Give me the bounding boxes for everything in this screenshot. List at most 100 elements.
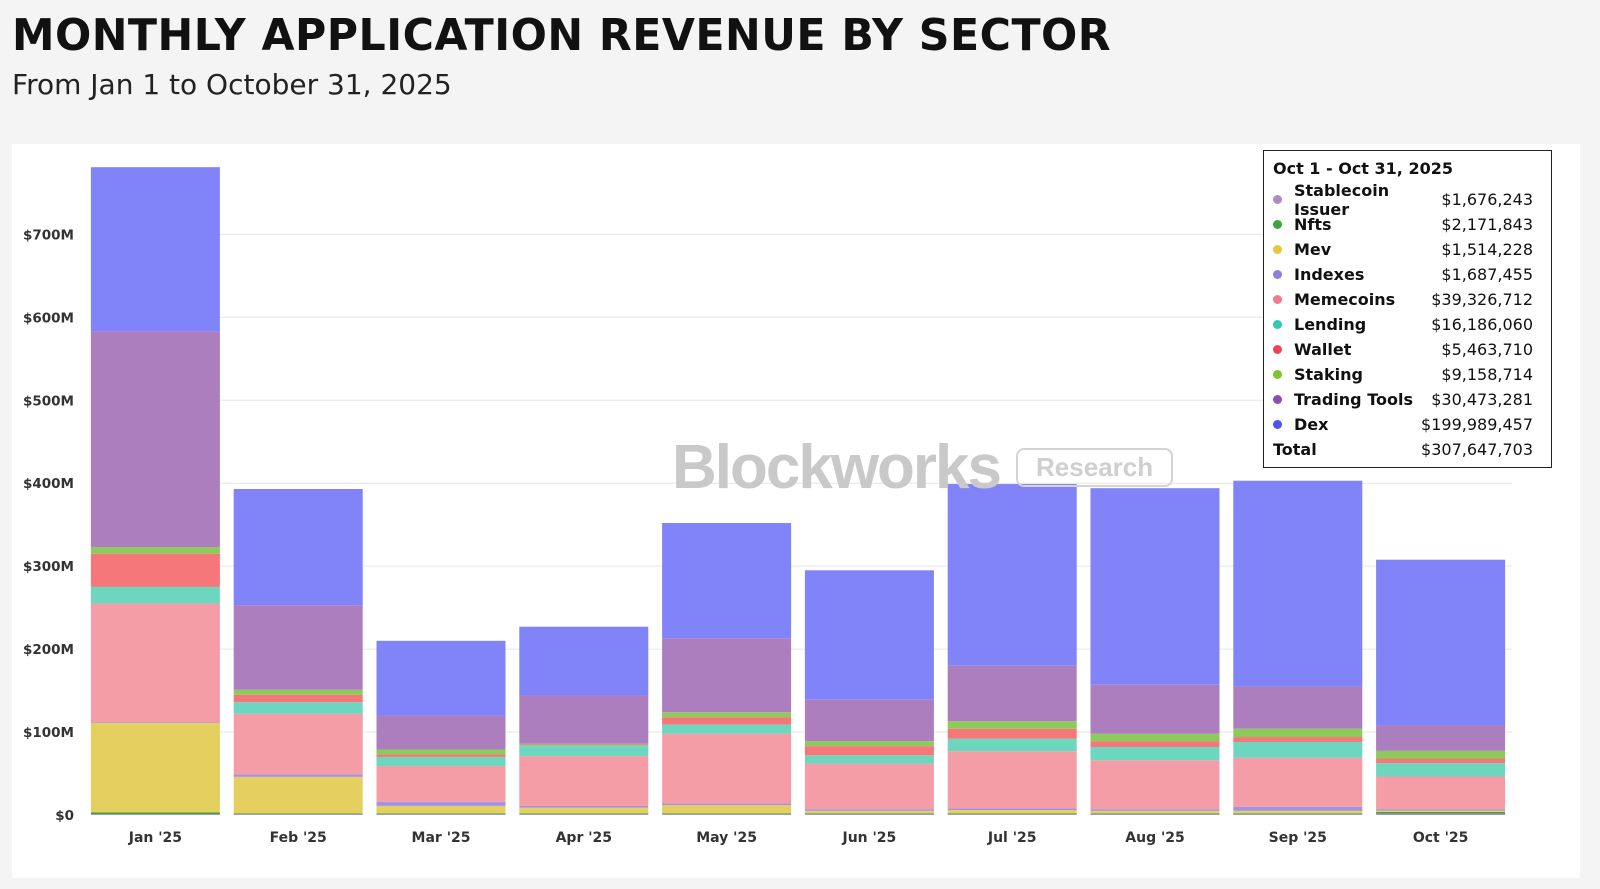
bar-segment (1090, 733, 1220, 742)
bar-segment (519, 814, 649, 815)
legend-item-name: Dex (1294, 415, 1329, 434)
y-tick-label: $400M (23, 476, 74, 492)
legend-total-row: Total $307,647,703 (1273, 437, 1533, 462)
bar-segment (1376, 559, 1506, 726)
bar-segment (376, 715, 506, 750)
y-tick-label: $700M (23, 227, 74, 243)
legend-item-value: $39,326,712 (1431, 290, 1533, 309)
legend-dot-icon (1273, 320, 1282, 329)
bar-segment (947, 814, 1077, 815)
bar-segment (1090, 741, 1220, 747)
legend-item: Memecoins $39,326,712 (1273, 287, 1533, 312)
bar-segment (1376, 725, 1506, 751)
legend-item: Lending $16,186,060 (1273, 312, 1533, 337)
bar-segment (233, 814, 363, 815)
bar-segment (376, 766, 506, 802)
legend-item-name: Staking (1294, 365, 1363, 384)
bar-segment (662, 814, 792, 815)
bar-segment (519, 744, 649, 746)
bar-segment (90, 812, 220, 815)
y-tick-label: $200M (23, 642, 74, 658)
bar-segment (90, 603, 220, 723)
bar-segment (90, 553, 220, 587)
bar-segment (1376, 758, 1506, 764)
x-tick-label: Jun '25 (842, 830, 897, 846)
bar-segment (233, 489, 363, 606)
bar-segment (233, 813, 363, 815)
bar-segment (1090, 684, 1220, 734)
bar-segment (947, 810, 1077, 814)
bar-segment (1090, 809, 1220, 811)
legend-dot-icon (1273, 370, 1282, 379)
bar-segment (376, 805, 506, 814)
bar-segment (1376, 763, 1506, 777)
x-tick-label: Jan '25 (128, 830, 182, 846)
bar-segment (947, 813, 1077, 815)
bar-segment (90, 814, 220, 815)
bar-segment (1233, 757, 1363, 807)
chart-title: MONTHLY APPLICATION REVENUE BY SECTOR (12, 10, 1112, 61)
bar-segment (1376, 750, 1506, 759)
legend-item-name: Memecoins (1294, 290, 1396, 309)
y-tick-label: $600M (23, 310, 74, 326)
bar-segment (233, 774, 363, 777)
legend-item: Nfts $2,171,843 (1273, 212, 1533, 237)
bar-segment (376, 801, 506, 806)
bar-segment (1090, 746, 1220, 761)
legend-item-name: Trading Tools (1294, 390, 1413, 409)
y-tick-label: $500M (23, 393, 74, 409)
bar-segment (90, 586, 220, 604)
stacked-bar-chart: $0 $100M $200M $300M $400M $500M $600M $700M Jan… (23, 167, 1512, 846)
legend-item: Stablecoin Issuer $1,676,243 (1273, 181, 1533, 219)
legend-total-label: Total (1273, 440, 1317, 459)
bar-segment (519, 807, 649, 814)
bar-segment (947, 808, 1077, 811)
bar-segment (90, 331, 220, 548)
bar-segment (1233, 813, 1363, 815)
legend-item: Indexes $1,687,455 (1273, 262, 1533, 287)
legend-item-value: $30,473,281 (1431, 390, 1533, 409)
bar-segment (233, 702, 363, 714)
bar-segment (662, 803, 792, 806)
bar-segment (1233, 814, 1363, 815)
bar-segment (90, 547, 220, 554)
legend-dot-icon (1273, 220, 1282, 229)
bar-segment (1376, 776, 1506, 810)
y-tick-label: $0 (55, 808, 74, 824)
bar-segment (662, 717, 792, 725)
bar-segment (1233, 686, 1363, 729)
bar-segment (804, 810, 934, 814)
bar-segment (233, 694, 363, 703)
bar-segment (519, 695, 649, 744)
bar-segment (947, 738, 1077, 752)
bar-segment (519, 756, 649, 806)
bar-segment (233, 605, 363, 690)
bar-segment (804, 746, 934, 756)
bar-segment (662, 813, 792, 815)
bar-segment (1090, 814, 1220, 815)
legend-item-name: Lending (1294, 315, 1367, 334)
bar-segment (947, 751, 1077, 809)
legend-item-value: $199,989,457 (1421, 415, 1533, 434)
bar-segment (233, 776, 363, 814)
bar-segment (1090, 760, 1220, 810)
bar-segment (804, 814, 934, 815)
legend-item-value: $16,186,060 (1431, 315, 1533, 334)
bar-segment (804, 813, 934, 815)
bar-segment (1233, 480, 1363, 687)
legend-item-name: Mev (1294, 240, 1332, 259)
legend-tooltip: Oct 1 - Oct 31, 2025 Stablecoin Issuer $1… (1263, 150, 1552, 468)
legend-item-name: Indexes (1294, 265, 1365, 284)
y-tick-label: $300M (23, 559, 74, 575)
bar-segment (376, 640, 506, 716)
legend-item: Mev $1,514,228 (1273, 237, 1533, 262)
bar-segment (519, 743, 649, 745)
bar-segment (1376, 811, 1506, 814)
x-tick-label: Feb '25 (270, 830, 327, 846)
bar-segment (1090, 488, 1220, 685)
legend-total-value: $307,647,703 (1421, 440, 1533, 459)
bar-segment (947, 728, 1077, 739)
bar-segment (662, 712, 792, 718)
bar-segment (90, 167, 220, 332)
bar-segment (1376, 810, 1506, 812)
